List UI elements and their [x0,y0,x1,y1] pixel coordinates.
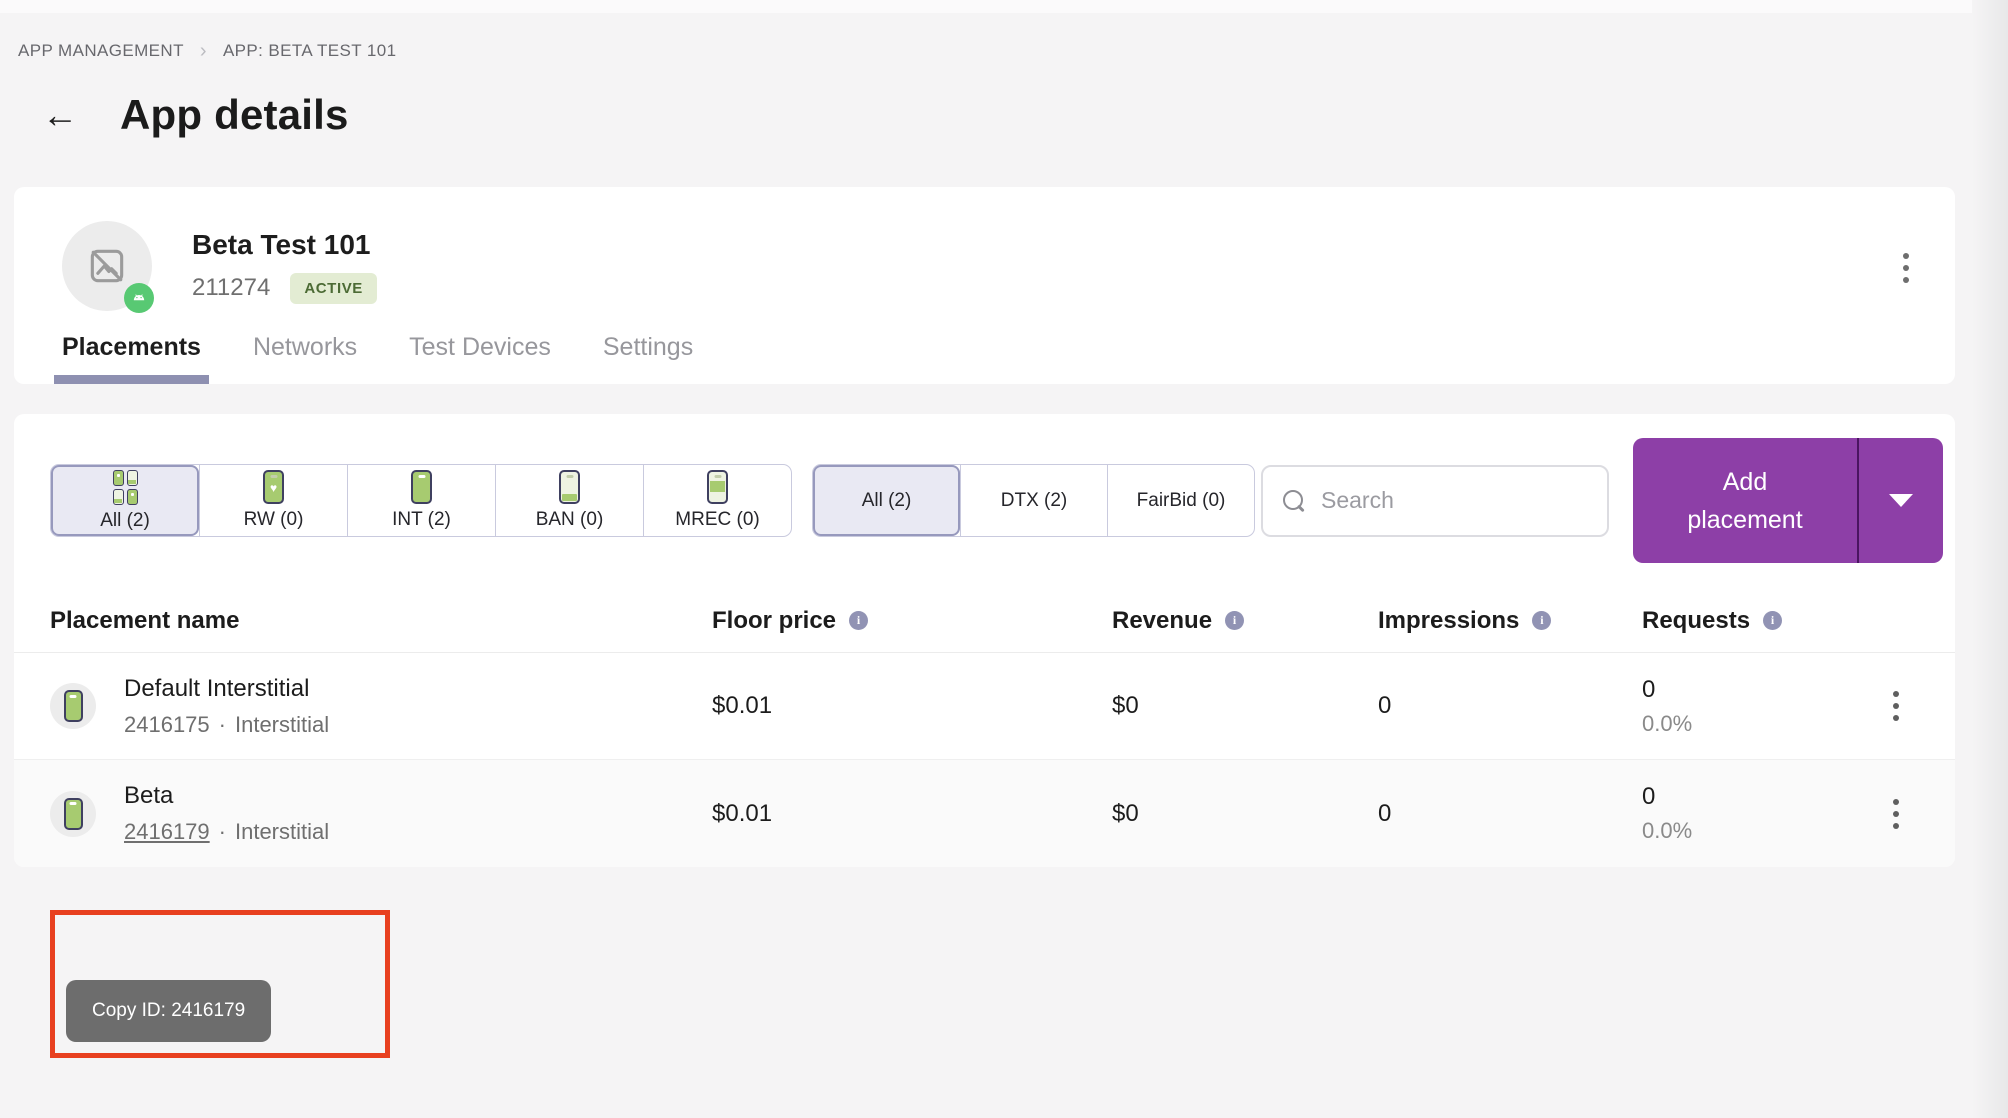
phone-interstitial-icon [63,690,83,722]
app-id: 211274 [192,274,271,301]
placement-avatar [50,683,96,729]
filter-dtx[interactable]: DTX (2) [960,465,1107,536]
filter-interstitial[interactable]: INT (2) [347,465,495,536]
tab-placements[interactable]: Placements [54,333,209,384]
filter-label: RW (0) [243,509,304,530]
ad-type-filter-group: All (2) RW (0) INT (2) BAN (0) MREC (0) [50,464,792,537]
placement-name-cell: Default Interstitial 2416175 · Interstit… [50,675,712,738]
table-header-row: Placement name Floor price i Revenue i I… [14,589,1955,653]
info-icon[interactable]: i [1532,611,1552,630]
info-icon[interactable]: i [849,611,869,630]
no-image-icon [62,221,152,311]
col-revenue: Revenue i [1112,607,1378,635]
filter-rewarded[interactable]: RW (0) [199,465,347,536]
phone-rewarded-icon [263,470,284,504]
requests-cell: 0 0.0% [1642,676,1861,737]
separator: · [218,819,226,844]
filter-label: All (2) [100,509,150,531]
placements-card: All (2) RW (0) INT (2) BAN (0) MREC (0) … [14,414,1955,867]
revenue-value: $0 [1112,799,1139,827]
breadcrumb-app-management[interactable]: APP MANAGEMENT [18,41,184,60]
phone-interstitial-icon [411,470,432,504]
filter-fairbid[interactable]: FairBid (0) [1107,465,1254,536]
search-icon [1283,489,1305,512]
app-titles: Beta Test 101 211274 ACTIVE [192,229,377,304]
placement-subtitle: 2416179 · Interstitial [124,819,329,845]
search-input[interactable] [1321,487,1571,514]
tab-test-devices[interactable]: Test Devices [409,333,551,361]
tab-networks[interactable]: Networks [252,333,358,361]
filter-all-adtypes[interactable]: All (2) [51,465,199,536]
add-placement-split-button: Add placement [1633,438,1943,563]
col-placement-name: Placement name [50,606,240,634]
button-divider [1857,438,1859,563]
placement-subtitle: 2416175 · Interstitial [124,712,329,738]
placement-id[interactable]: 2416175 [124,711,210,737]
page-title: App details [120,91,349,138]
filter-banner[interactable]: BAN (0) [495,465,643,536]
copy-id-tooltip[interactable]: Copy ID: 2416179 [66,980,272,1042]
impressions-value: 0 [1378,692,1392,719]
placement-name: Default Interstitial [124,674,310,702]
chevron-right-icon: › [199,40,207,62]
placement-type: Interstitial [234,819,330,844]
revenue-value: $0 [1112,692,1139,719]
source-filter-group: All (2) DTX (2) FairBid (0) [812,464,1255,537]
floor-price-value: $0.01 [712,799,773,827]
floor-price-value: $0.01 [712,692,773,719]
android-icon [124,283,154,313]
info-icon[interactable]: i [1225,611,1245,630]
placement-id-link[interactable]: 2416179 [124,819,210,844]
impressions-value: 0 [1378,799,1392,827]
app-kebab-menu-icon[interactable] [1893,247,1919,289]
filter-all-sources[interactable]: All (2) [813,465,960,536]
app-header-card: Beta Test 101 211274 ACTIVE Placements N… [14,187,1955,384]
separator: · [218,711,226,737]
placement-name-cell: Beta 2416179 · Interstitial [50,782,712,845]
page-title-row: ← App details [42,91,2008,139]
placement-type: Interstitial [234,711,330,737]
table-row-beta[interactable]: Beta 2416179 · Interstitial $0.01 $0 0 0… [14,760,1955,867]
chevron-down-icon [1889,494,1913,507]
placement-name: Beta [124,782,174,809]
phone-interstitial-icon [63,797,83,830]
search-box [1261,464,1609,537]
add-placement-button[interactable]: Add placement [1687,467,1803,534]
phone-banner-icon [559,470,580,504]
app-avatar [62,221,154,313]
fill-rate-value: 0.0% [1642,818,1693,843]
col-requests: Requests i [1642,607,1861,635]
fill-rate-value: 0.0% [1642,710,1693,736]
col-impressions: Impressions i [1378,607,1642,635]
placement-avatar [50,790,96,837]
requests-value: 0 [1642,783,1656,810]
requests-value: 0 [1642,675,1656,703]
status-badge: ACTIVE [290,272,377,304]
placements-toolbar: All (2) RW (0) INT (2) BAN (0) MREC (0) … [14,414,1955,589]
phone-mrec-icon [707,470,728,504]
row-kebab-menu-icon[interactable] [1861,691,1931,721]
app-header: Beta Test 101 211274 ACTIVE [14,187,1955,333]
add-placement-dropdown-button[interactable] [1859,438,1943,563]
breadcrumb-current-app: APP: BETA TEST 101 [222,41,397,60]
top-strip [0,0,2008,13]
filter-label: INT (2) [392,509,451,530]
col-floor-price: Floor price i [712,607,1112,635]
phones-grid-icon [112,469,138,505]
table-row-default-interstitial[interactable]: Default Interstitial 2416175 · Interstit… [14,653,1955,760]
breadcrumb: APP MANAGEMENT › APP: BETA TEST 101 [18,41,2008,61]
info-icon[interactable]: i [1763,611,1783,630]
row-kebab-menu-icon[interactable] [1861,798,1931,829]
tab-settings[interactable]: Settings [602,333,694,361]
tab-bar: Placements Networks Test Devices Setting… [14,333,1955,384]
filter-mrec[interactable]: MREC (0) [643,465,791,536]
filter-label: MREC (0) [675,509,760,530]
requests-cell: 0 0.0% [1642,783,1861,844]
filter-label: BAN (0) [535,509,604,530]
app-meta: 211274 ACTIVE [192,272,377,304]
back-arrow-icon[interactable]: ← [42,94,78,135]
scroll-gutter [1972,0,2008,1118]
app-name: Beta Test 101 [192,228,371,260]
